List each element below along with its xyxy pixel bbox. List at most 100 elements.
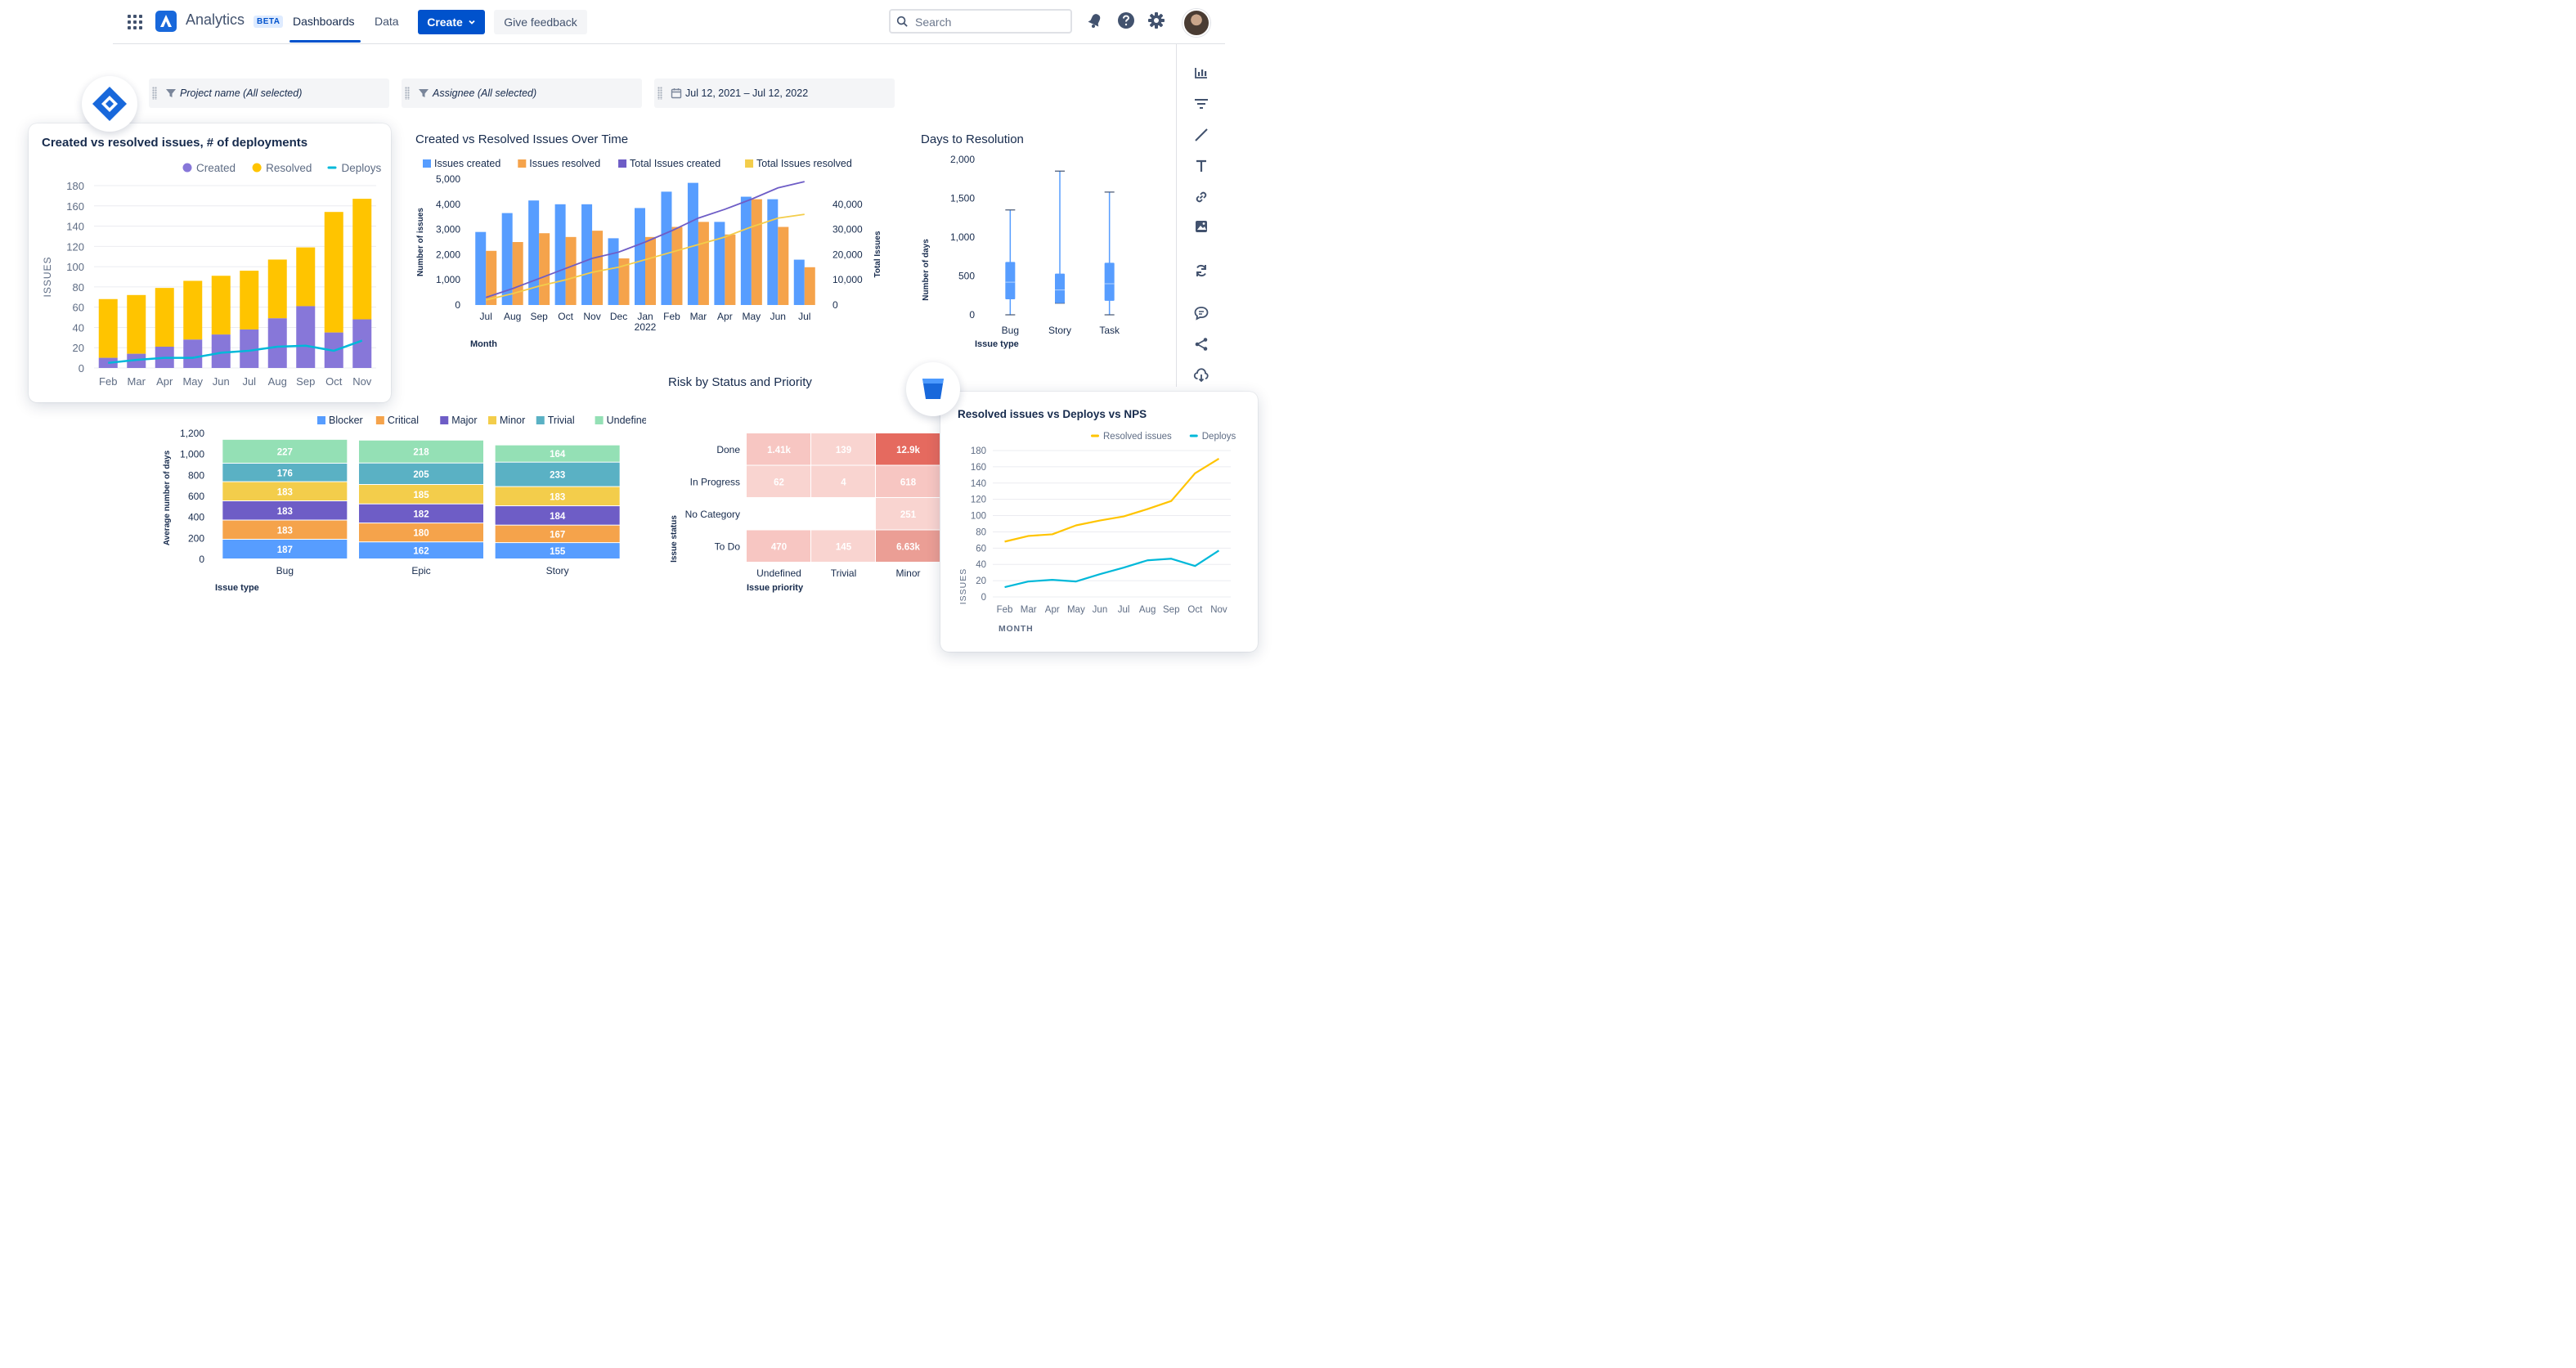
- heatmap-cell: [876, 465, 940, 497]
- date-range-filter[interactable]: Jul 12, 2021 – Jul 12, 2022: [654, 78, 895, 108]
- assignee-filter[interactable]: Assignee (All selected): [402, 78, 642, 108]
- app-name: Analytics: [186, 11, 245, 28]
- x-tick-label: Dec: [610, 311, 627, 322]
- bar-issues-resolved: [698, 222, 709, 305]
- cumulative-line: [486, 213, 805, 301]
- bar-created: [352, 319, 372, 368]
- legend-label: Total Issues resolved: [756, 158, 852, 169]
- stacked-segment: [359, 440, 483, 463]
- nps-card[interactable]: Resolved issues vs Deploys vs NPS 0 20 40 6…: [940, 392, 1258, 652]
- legend-marker: [375, 416, 384, 424]
- link-icon[interactable]: [1193, 189, 1209, 205]
- search-input[interactable]: [913, 15, 1064, 29]
- y-axis-label: Number of days: [922, 239, 931, 301]
- comment-icon[interactable]: [1193, 305, 1209, 321]
- data-label: 183: [277, 507, 293, 517]
- x-tick-label: Apr: [1045, 605, 1060, 615]
- heatmap-cell: [811, 433, 875, 465]
- nav-dashboards[interactable]: Dashboards: [293, 15, 355, 28]
- drag-handle-icon[interactable]: [657, 87, 662, 100]
- cell-label: 4: [841, 478, 846, 487]
- data-label: 227: [277, 447, 293, 457]
- legend-marker: [518, 159, 527, 168]
- data-label: 183: [277, 526, 293, 536]
- cell-label: 139: [836, 446, 851, 455]
- bar-issues-created: [475, 231, 487, 305]
- data-label: 185: [413, 491, 429, 500]
- settings-icon[interactable]: [1147, 11, 1165, 29]
- user-avatar[interactable]: [1183, 9, 1210, 37]
- cell-label: 145: [836, 542, 852, 552]
- data-label: 182: [413, 509, 429, 519]
- notifications-icon[interactable]: [1086, 11, 1104, 29]
- heatmap-cell: [811, 530, 875, 562]
- y2-tick-label: 40,000: [832, 199, 863, 210]
- heatmap-cell: [876, 498, 940, 530]
- bar-issues-resolved: [671, 227, 683, 305]
- y-tick-label: 2,000: [436, 249, 460, 260]
- help-icon[interactable]: [1117, 11, 1135, 29]
- share-icon[interactable]: [1193, 336, 1209, 352]
- y-tick-label: 20: [73, 342, 84, 354]
- deployments-card[interactable]: Created vs resolved issues, # of deploym…: [29, 123, 391, 402]
- bar-resolved: [324, 212, 343, 333]
- search-box[interactable]: [889, 9, 1072, 34]
- nav-data[interactable]: Data: [375, 15, 399, 28]
- row-label: Done: [716, 444, 740, 455]
- project-filter[interactable]: Project name (All selected): [149, 78, 389, 108]
- data-label: 180: [413, 529, 429, 539]
- cell-label: 251: [900, 510, 917, 520]
- bar-issues-created: [740, 196, 752, 305]
- cumulative-line: [485, 181, 805, 298]
- stacked-segment: [359, 504, 483, 523]
- stacked-segment: [359, 485, 483, 504]
- y-tick-label: 80: [976, 527, 986, 537]
- funnel-icon: [419, 89, 429, 97]
- cloud-download-icon[interactable]: [1193, 367, 1209, 383]
- bar-issues-created: [581, 204, 593, 305]
- filter-icon[interactable]: [1193, 96, 1209, 112]
- bitbucket-logo-icon: [922, 379, 944, 399]
- create-button[interactable]: Create: [418, 10, 485, 34]
- legend-marker: [745, 159, 754, 168]
- y-tick-label: 160: [66, 200, 84, 213]
- bar-issues-created: [635, 208, 645, 305]
- bar-resolved: [267, 259, 287, 319]
- refresh-icon[interactable]: [1193, 262, 1209, 279]
- x-tick-label: Jul: [480, 311, 492, 322]
- x-tick-label: Feb: [99, 375, 117, 388]
- x-axis-label: MONTH: [999, 624, 1034, 634]
- heatmap-cell: [747, 530, 810, 562]
- data-label: 233: [550, 471, 565, 481]
- chart-icon[interactable]: [1193, 65, 1209, 81]
- y-tick-label: 1,000: [950, 231, 975, 243]
- stacked-segment: [495, 506, 620, 525]
- image-icon[interactable]: [1193, 218, 1209, 235]
- analytics-logo-icon[interactable]: [155, 11, 177, 32]
- deployments-card-title: Created vs resolved issues, # of deploym…: [42, 136, 308, 150]
- y-tick-label: 0: [455, 299, 460, 311]
- drag-handle-icon[interactable]: [405, 87, 410, 100]
- over-time-chart-title: Created vs Resolved Issues Over Time: [415, 132, 629, 146]
- nps-chart: 0 20 40 60 80 100 120 140 160 180 ISSUES Feb Mar Apr M…: [958, 432, 1236, 634]
- nav-active-indicator: [289, 40, 361, 43]
- drag-handle-icon[interactable]: [152, 87, 157, 100]
- bar-issues-created: [554, 204, 566, 305]
- create-button-label: Create: [427, 16, 463, 29]
- bitbucket-badge: [906, 362, 960, 416]
- bar-issues-created: [767, 199, 779, 305]
- app-switcher-icon[interactable]: [128, 15, 142, 29]
- data-label: 218: [413, 448, 429, 458]
- y-tick-label: 180: [66, 180, 84, 192]
- y2-tick-label: 30,000: [832, 224, 863, 235]
- stacked-segment: [495, 462, 620, 487]
- legend-marker: [488, 416, 496, 424]
- line-icon[interactable]: [1193, 127, 1209, 143]
- give-feedback-button[interactable]: Give feedback: [494, 10, 587, 34]
- jira-badge: [82, 76, 137, 132]
- col-label: Undefined: [756, 567, 801, 579]
- series-line: [1004, 549, 1220, 589]
- text-icon[interactable]: [1193, 158, 1209, 174]
- y-tick-label: 100: [971, 512, 986, 522]
- deploys-line: [108, 339, 363, 365]
